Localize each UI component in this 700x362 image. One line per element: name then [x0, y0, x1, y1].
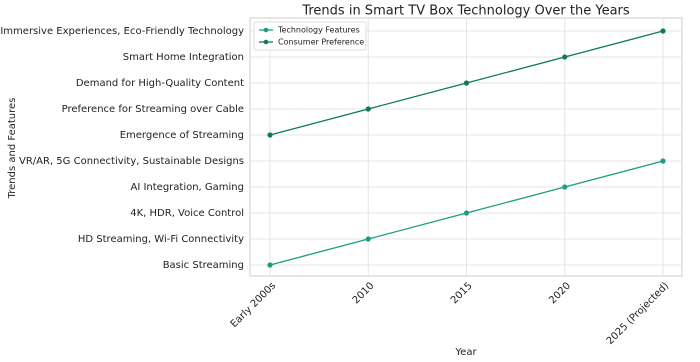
data-point	[365, 106, 371, 112]
y-tick-label: 4K, HDR, Voice Control	[130, 208, 244, 219]
x-tick-label: 2010	[351, 280, 377, 306]
legend-label: Consumer Preference	[278, 38, 364, 47]
y-tick-label: Basic Streaming	[163, 260, 244, 271]
y-tick-label: Immersive Experiences, Eco-Friendly Tech…	[0, 26, 244, 37]
legend-marker	[263, 27, 269, 33]
data-point	[562, 54, 568, 60]
x-tick-label: 2025 (Projected)	[605, 280, 672, 347]
y-tick-label: Emergence of Streaming	[120, 130, 244, 141]
data-point	[660, 28, 666, 34]
legend-marker	[263, 39, 269, 45]
data-point	[660, 158, 666, 164]
y-tick-label: Smart Home Integration	[123, 52, 244, 63]
y-axis-label: Trends and Features	[7, 98, 18, 200]
y-tick-label: Preference for Streaming over Cable	[62, 104, 244, 115]
y-tick-label: VR/AR, 5G Connectivity, Sustainable Desi…	[19, 156, 244, 167]
y-tick-label: Demand for High-Quality Content	[76, 78, 244, 89]
x-tick-label: 2015	[449, 280, 475, 306]
data-point	[463, 210, 470, 216]
legend-label: Technology Features	[277, 26, 360, 35]
x-tick-label: Early 2000s	[229, 280, 279, 330]
data-point	[267, 262, 273, 268]
y-tick-label: HD Streaming, Wi-Fi Connectivity	[78, 234, 244, 245]
chart-title: Trends in Smart TV Box Technology Over t…	[301, 4, 630, 19]
data-point	[267, 132, 273, 138]
data-point	[463, 80, 470, 86]
data-point	[562, 184, 568, 190]
x-axis-label: Year	[454, 347, 477, 358]
x-tick-label: 2020	[547, 280, 573, 306]
legend-box	[253, 21, 367, 51]
data-point	[365, 236, 371, 242]
y-tick-label: AI Integration, Gaming	[130, 182, 244, 193]
